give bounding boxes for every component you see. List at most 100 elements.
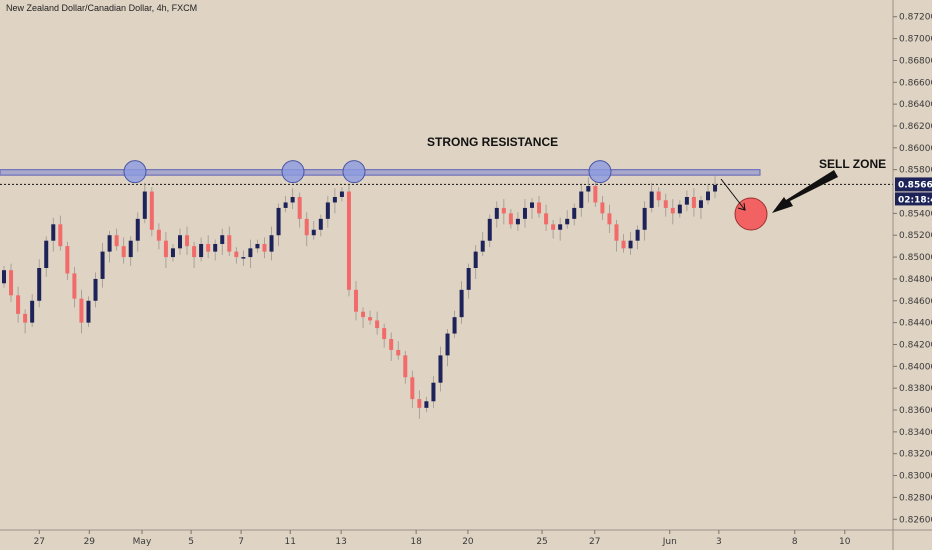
candle-up [698, 200, 703, 208]
candle-up [290, 196, 295, 203]
candle-down [79, 298, 84, 323]
time-tick-label: 27 [589, 537, 600, 547]
time-tick-label: 13 [335, 537, 346, 547]
candle-up [473, 251, 478, 268]
candle-up [459, 289, 464, 318]
candle-up [677, 204, 682, 214]
candle-up [642, 207, 647, 230]
candle-up [515, 218, 520, 225]
candle-down [417, 399, 422, 408]
candle-up [706, 191, 710, 201]
candle-up [170, 248, 175, 258]
candle-up [135, 218, 140, 241]
candle-down [163, 240, 168, 258]
candle-up [44, 240, 49, 268]
time-tick-label: Jun [662, 537, 677, 547]
candle-up [558, 224, 563, 230]
candle-down [361, 311, 366, 318]
candle-down [382, 328, 387, 340]
sell-zone-label: SELL ZONE [819, 157, 886, 171]
candle-up [318, 218, 323, 230]
candle-up [107, 235, 112, 252]
candle-up [2, 270, 6, 284]
candle-up [628, 240, 633, 249]
candle-down [354, 289, 358, 312]
candle-down [227, 235, 232, 252]
candle-up [466, 268, 471, 290]
candle-up [269, 235, 274, 252]
candle-down [396, 349, 401, 356]
candle-down [501, 207, 506, 214]
time-tick-label: 20 [462, 537, 474, 547]
candle-down [691, 196, 696, 208]
candle-up [438, 355, 443, 383]
candle-down [593, 186, 598, 203]
candle-up [565, 218, 570, 225]
time-tick-label: 29 [84, 537, 96, 547]
candle-up [325, 202, 330, 219]
candle-down [65, 246, 70, 274]
candle-down [544, 213, 549, 225]
resistance-touch-circle [588, 160, 612, 184]
sell-zone-circle [734, 197, 768, 231]
candle-down [670, 207, 675, 214]
candle-up [213, 243, 218, 252]
candle-up [431, 382, 436, 402]
candle-up [332, 196, 337, 203]
candle-down [304, 218, 309, 236]
candle-down [16, 295, 21, 314]
candle-up [255, 243, 260, 249]
candle-down [149, 191, 154, 230]
candle-down [58, 224, 63, 247]
time-tick-label: 7 [238, 537, 244, 547]
candle-down [600, 202, 605, 214]
candle-down [9, 270, 14, 296]
candle-up [480, 240, 485, 252]
resistance-zone[interactable] [0, 169, 761, 176]
candle-up [713, 184, 718, 192]
candle-down [403, 355, 408, 378]
candle-up [241, 257, 246, 259]
candle-down [663, 200, 668, 208]
candle-down [389, 339, 394, 350]
sell-arrow-large [772, 170, 838, 213]
candle-down [297, 196, 302, 219]
candle-down [185, 235, 190, 247]
resistance-label: STRONG RESISTANCE [427, 135, 558, 149]
candle-up [283, 202, 288, 208]
candle-up [684, 196, 689, 205]
time-tick-label: 10 [839, 537, 851, 547]
resistance-touch-circle [123, 160, 147, 184]
candle-up [579, 191, 584, 208]
candle-up [276, 207, 281, 236]
candle-up [445, 333, 450, 356]
candle-down [23, 313, 28, 323]
candle-up [572, 207, 577, 219]
candle-down [156, 229, 161, 241]
candle-up [100, 251, 105, 279]
time-tick-label: 5 [188, 537, 194, 547]
time-tick-label: 25 [536, 537, 547, 547]
sell-arrow-small-head [737, 202, 746, 211]
candle-down [121, 246, 126, 258]
